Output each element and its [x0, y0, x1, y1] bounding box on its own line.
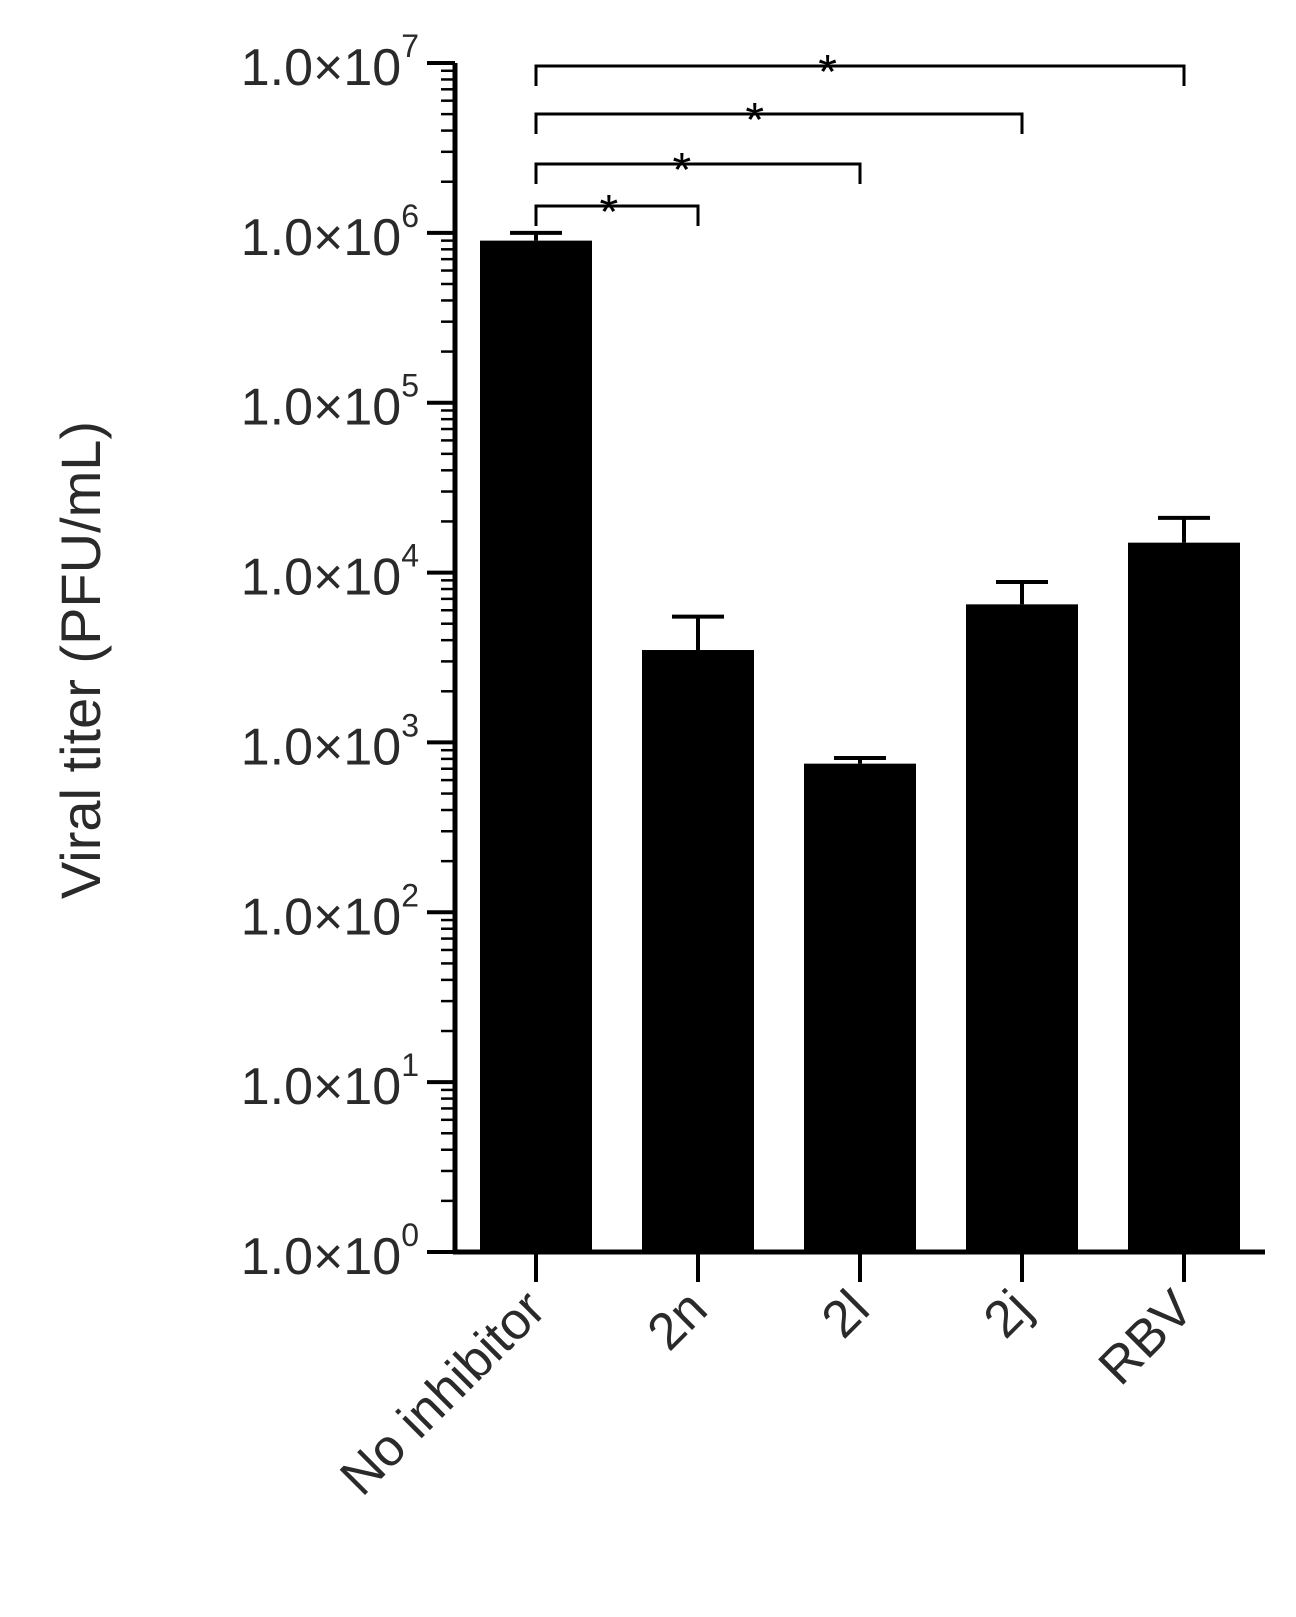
error-bars: [510, 230, 1210, 764]
y-tick-label-exponent: 7: [401, 28, 419, 64]
significance-star: *: [745, 94, 764, 147]
significance-star: *: [818, 46, 837, 99]
y-tick-label: 1.0×103: [241, 707, 419, 776]
x-category-label: RBV: [1088, 1279, 1205, 1396]
y-tick-label-base: 1.0×10: [241, 209, 402, 267]
y-tick-label-base: 1.0×10: [241, 379, 402, 437]
significance-star: *: [672, 144, 691, 197]
y-tick-label: 1.0×107: [241, 28, 419, 97]
y-tick-label-exponent: 3: [401, 707, 419, 743]
y-axis-title: Viral titer (PFU/mL): [49, 421, 112, 899]
significance-bracket: [534, 112, 1024, 134]
y-tick-label-exponent: 4: [401, 538, 419, 574]
y-tick-label-base: 1.0×10: [241, 1058, 402, 1116]
y-tick-label-base: 1.0×10: [241, 39, 402, 97]
y-tick-label: 1.0×101: [241, 1047, 419, 1116]
y-tick-label: 1.0×100: [241, 1217, 419, 1286]
x-category-label: No inhibitor: [329, 1279, 556, 1506]
y-tick-label-base: 1.0×10: [241, 549, 402, 607]
x-category-label: 2j: [973, 1279, 1043, 1349]
bar-no-inhibitor: [480, 240, 592, 1252]
significance-bracket: [534, 204, 700, 226]
x-axis-category-labels: No inhibitor 2n 2l 2j RBV: [329, 1279, 1204, 1506]
y-tick-label-base: 1.0×10: [241, 888, 402, 946]
significance-bracket: [534, 162, 862, 184]
y-tick-label: 1.0×104: [241, 538, 419, 607]
significance-brackets: * * * *: [534, 46, 1186, 239]
significance-bracket: [534, 64, 1186, 86]
x-category-label: 2l: [811, 1279, 881, 1349]
x-category-label: 2n: [637, 1279, 719, 1361]
significance-star: *: [600, 186, 619, 239]
bar-rbv: [1128, 542, 1240, 1252]
y-axis-tick-labels: 1.0×1001.0×1011.0×1021.0×1031.0×1041.0×1…: [241, 28, 419, 1286]
bar-2l: [804, 763, 916, 1252]
y-tick-label-base: 1.0×10: [241, 718, 402, 776]
y-tick-label-exponent: 6: [401, 198, 419, 234]
bars: [480, 240, 1240, 1252]
x-axis-ticks: [534, 1252, 1186, 1282]
y-tick-label-exponent: 1: [401, 1047, 419, 1083]
y-tick-label: 1.0×102: [241, 877, 419, 946]
y-tick-label-exponent: 2: [401, 877, 419, 913]
y-tick-label: 1.0×106: [241, 198, 419, 267]
y-tick-label-base: 1.0×10: [241, 1228, 402, 1286]
y-tick-label: 1.0×105: [241, 368, 419, 437]
y-axis-major-ticks: [427, 61, 455, 1254]
bar-2j: [966, 604, 1078, 1252]
bar-2n: [642, 650, 754, 1252]
y-tick-label-exponent: 0: [401, 1217, 419, 1253]
y-tick-label-exponent: 5: [401, 368, 419, 404]
